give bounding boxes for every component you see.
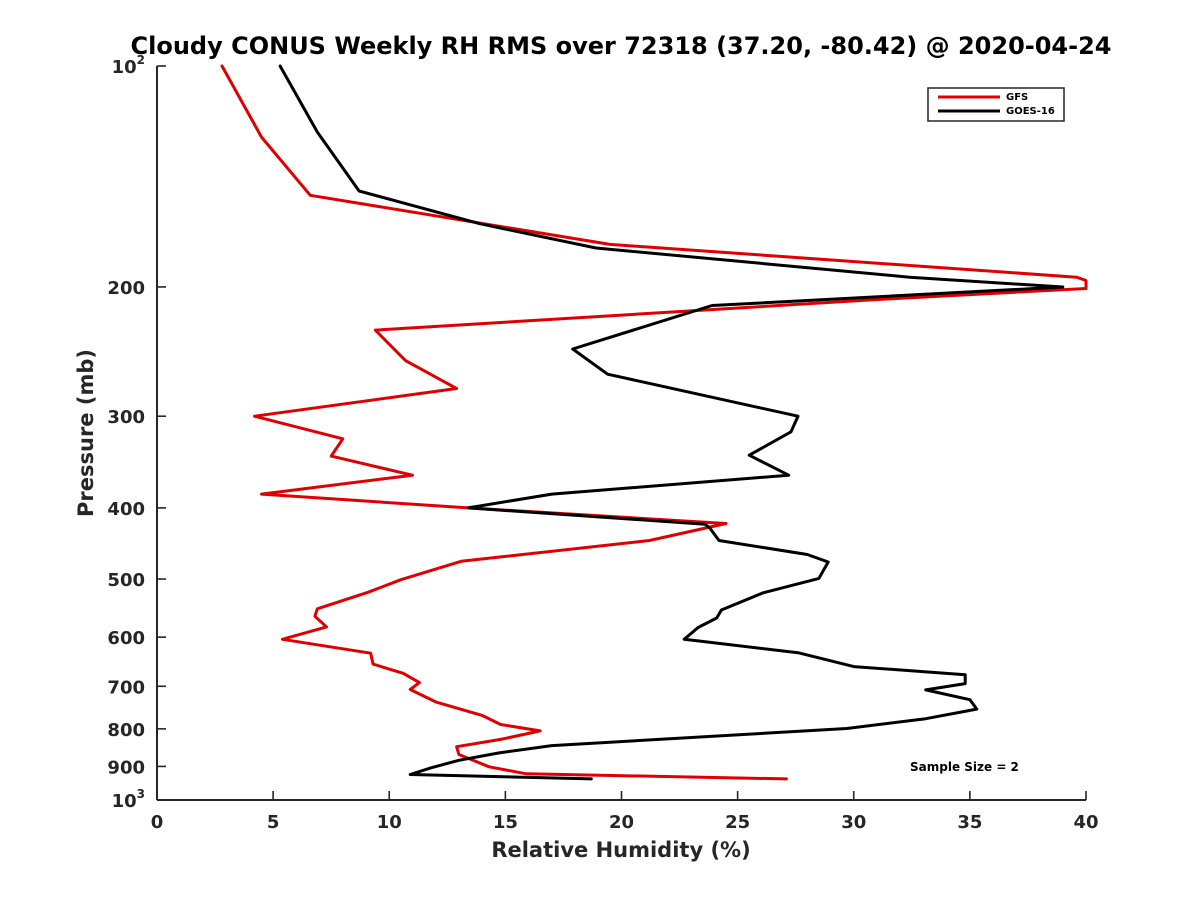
y-tick-label: 400 (107, 499, 145, 520)
legend-box (927, 87, 1065, 122)
y-tick-label: 900 (107, 757, 145, 778)
y-ticks: 102 200 300 400 500 600 700 800 900 103 (107, 53, 166, 812)
x-tick-label: 25 (725, 812, 750, 833)
y-tick-label: 500 (107, 570, 145, 591)
x-tick-label: 20 (609, 812, 634, 833)
x-tick-label: 40 (1073, 812, 1098, 833)
x-tick-label: 0 (151, 812, 164, 833)
y-tick-label: 700 (107, 677, 145, 698)
series-line-gfs (220, 64, 1088, 781)
plot-area: 0 5 10 15 20 25 30 35 40 102 200 300 400 500 600 700 80… (107, 53, 1098, 833)
legend: GFS GOES-16 (927, 87, 1065, 122)
y-tick-label: 103 (112, 787, 145, 812)
series-line-goes-16 (278, 64, 1065, 781)
chart-title: Cloudy CONUS Weekly RH RMS over 72318 (3… (131, 32, 1112, 60)
x-tick-label: 30 (841, 812, 866, 833)
x-axis-label: Relative Humidity (%) (491, 838, 750, 862)
y-tick-label: 300 (107, 407, 145, 428)
x-tick-label: 15 (493, 812, 518, 833)
sample-size-annotation: Sample Size = 2 (910, 760, 1019, 774)
y-axis-label: Pressure (mb) (74, 349, 98, 517)
legend-label-goes-16: GOES-16 (1006, 106, 1055, 117)
y-tick-label: 200 (107, 278, 145, 299)
legend-label-gfs: GFS (1006, 92, 1028, 103)
x-tick-label: 35 (957, 812, 982, 833)
y-tick-label: 102 (112, 53, 145, 78)
x-tick-label: 10 (377, 812, 402, 833)
series-layer (220, 64, 1088, 781)
y-tick-label: 600 (107, 628, 145, 649)
x-tick-label: 5 (267, 812, 280, 833)
y-tick-label: 800 (107, 720, 145, 741)
x-ticks: 0 5 10 15 20 25 30 35 40 (151, 791, 1099, 833)
